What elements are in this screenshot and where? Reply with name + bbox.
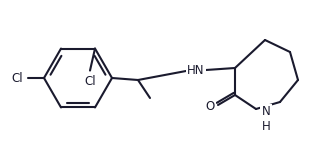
Text: HN: HN: [187, 64, 205, 76]
Text: Cl: Cl: [11, 72, 23, 84]
Text: N
H: N H: [262, 105, 270, 133]
Text: Cl: Cl: [84, 75, 96, 88]
Text: O: O: [205, 100, 214, 112]
